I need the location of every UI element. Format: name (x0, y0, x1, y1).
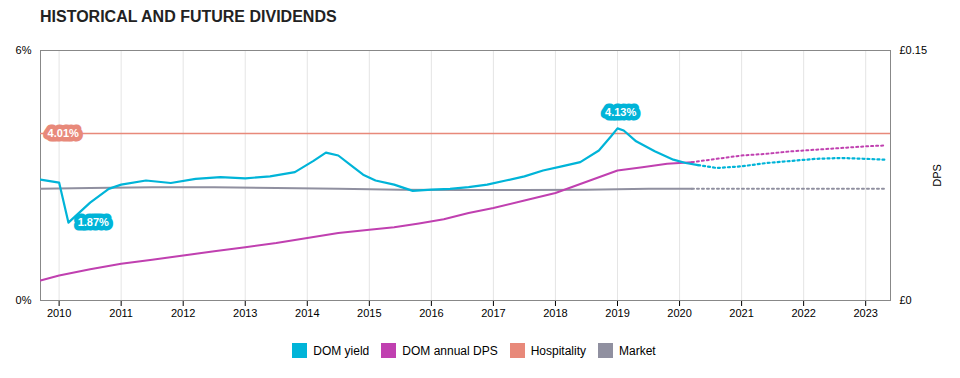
svg-text:2023: 2023 (853, 307, 877, 319)
svg-text:1.87%: 1.87% (78, 216, 109, 228)
svg-text:2015: 2015 (357, 307, 381, 319)
html-text:Hospitality: Hospitality (530, 343, 586, 358)
svg-text:2018: 2018 (543, 307, 567, 319)
svg-text:2010: 2010 (47, 307, 71, 319)
svg-text:4.13%: 4.13% (605, 106, 636, 118)
svg-text:2022: 2022 (791, 307, 815, 319)
svg-text:2021: 2021 (729, 307, 753, 319)
svg-text:2017: 2017 (481, 307, 505, 319)
svg-text:2013: 2013 (233, 307, 257, 319)
html-text:DOM annual DPS: DOM annual DPS (402, 343, 498, 358)
html-text:DOM yield: DOM yield (313, 343, 370, 358)
svg-text:2011: 2011 (109, 307, 133, 319)
svg-text:£0: £0 (900, 294, 912, 306)
svg-text:2020: 2020 (667, 307, 691, 319)
svg-text:6%: 6% (16, 44, 32, 56)
svg-text:0%: 0% (16, 294, 32, 306)
svg-text:DPS: DPS (931, 164, 943, 187)
svg-text:£0.15: £0.15 (900, 44, 928, 56)
svg-text:2019: 2019 (605, 307, 629, 319)
html-text:HISTORICAL AND FUTURE DIVIDEND: HISTORICAL AND FUTURE DIVIDENDS (40, 8, 337, 25)
svg-text:2012: 2012 (171, 307, 195, 319)
svg-text:4.01%: 4.01% (48, 127, 79, 139)
svg-text:2014: 2014 (295, 307, 319, 319)
html-text:Market: Market (619, 343, 656, 358)
svg-text:2016: 2016 (419, 307, 443, 319)
